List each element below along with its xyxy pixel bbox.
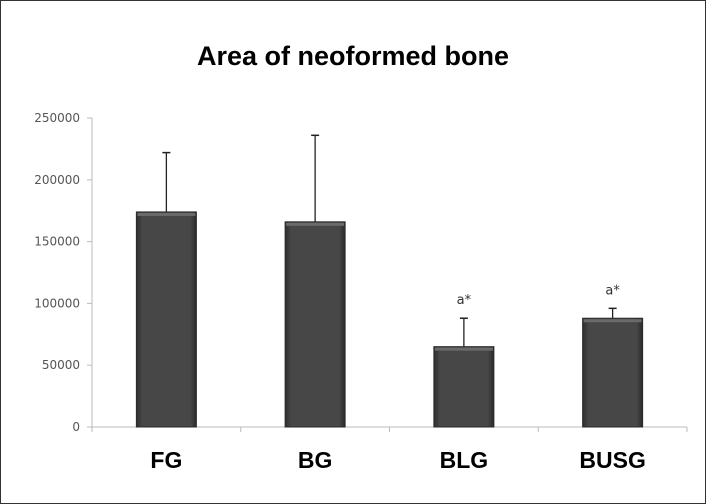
y-tick-label: 150000 <box>34 235 80 249</box>
bar-busg: a* <box>582 283 644 428</box>
significance-label: a* <box>605 283 620 298</box>
y-tick-label: 0 <box>72 420 80 434</box>
y-tick-label: 50000 <box>42 358 80 372</box>
x-category-label: BLG <box>440 447 489 473</box>
x-category-label: BG <box>298 447 333 473</box>
y-tick-label: 250000 <box>34 111 80 125</box>
y-tick-label: 200000 <box>34 173 80 187</box>
x-axis: FG BG BLG BUSG <box>91 426 688 473</box>
y-tick-label: 100000 <box>34 296 80 310</box>
bar-blg: a* <box>433 293 495 428</box>
y-axis: 0 50000 100000 150000 200000 250000 <box>34 111 93 434</box>
bar-bg <box>284 134 346 428</box>
chart-title: Area of neoformed bone <box>196 41 510 71</box>
bars: a* a* <box>135 134 644 428</box>
significance-label: a* <box>457 293 472 308</box>
bar-fg <box>135 151 197 428</box>
x-category-label: FG <box>150 447 182 473</box>
x-category-label: BUSG <box>579 447 645 473</box>
